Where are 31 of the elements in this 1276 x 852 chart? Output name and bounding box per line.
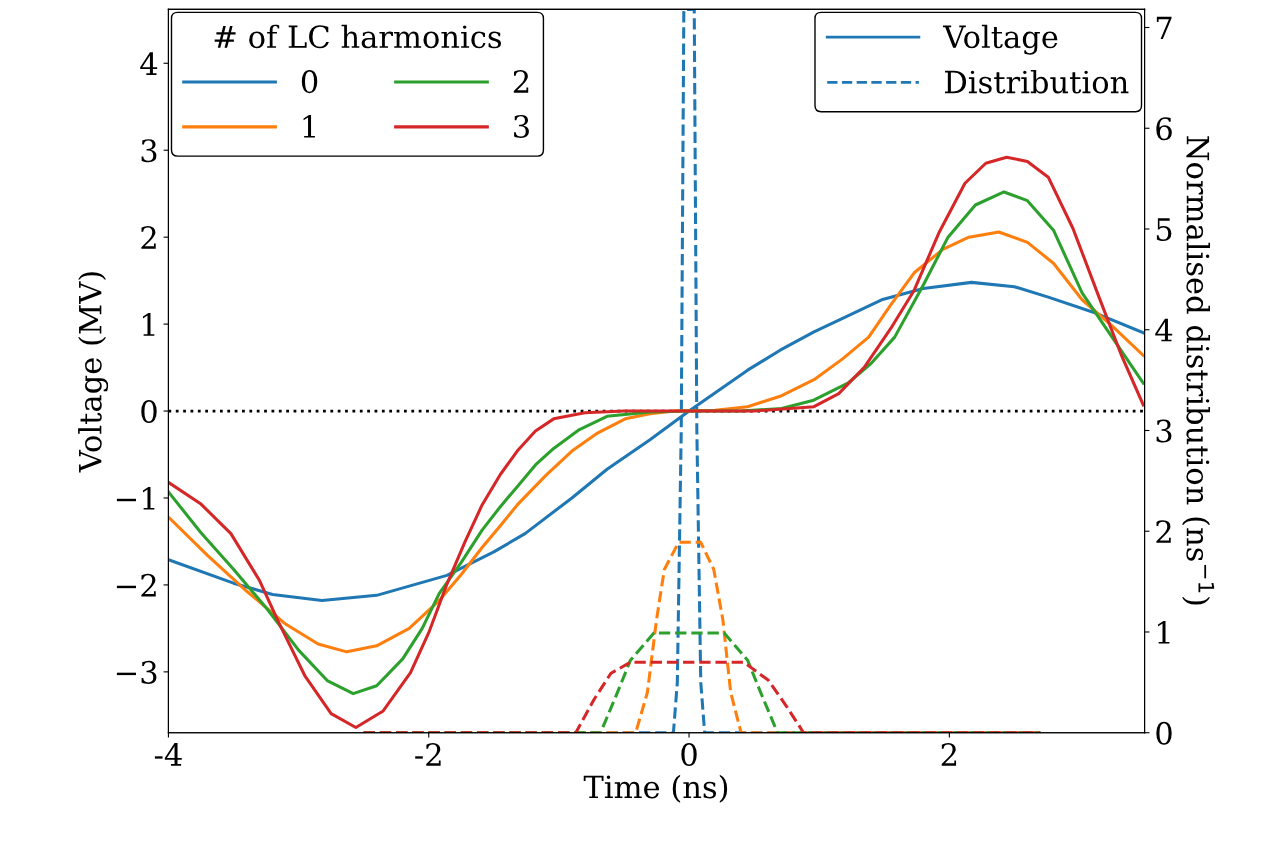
y-tick-label: 2: [141, 226, 156, 249]
legend-title: # of LC harmonics: [214, 24, 502, 49]
y-tick-label: 0: [141, 399, 157, 424]
line-series: [362, 660, 1042, 733]
y2-axis-title: Normalised distribution (ns$^{−1}$): [1182, 136, 1215, 605]
x-axis-title: Time (ns): [583, 774, 728, 803]
y-tick-label: −1: [116, 486, 155, 510]
annotation: Distribution: [945, 69, 1129, 94]
y2-tick-label: 7: [1156, 16, 1172, 40]
legend-label: 0: [301, 70, 318, 94]
y-tick-label: −3: [116, 660, 157, 684]
y2-tick-label: 3: [1156, 419, 1172, 443]
legend-label: 2: [513, 70, 529, 93]
y-tick-label: 1: [143, 313, 155, 336]
y2-tick-label: 4: [1155, 318, 1173, 342]
legend-label: 3: [514, 114, 529, 138]
legend-label: 1: [303, 114, 315, 138]
y-tick-label: −2: [116, 573, 156, 597]
annotation: Voltage: [943, 24, 1058, 55]
y2-tick-label: 5: [1156, 218, 1172, 242]
x-tick-label: -4: [154, 742, 182, 766]
x-tick-label: -2: [415, 742, 441, 766]
y-tick-label: 4: [140, 52, 158, 75]
y2-tick-label: 6: [1156, 117, 1172, 141]
y-tick-label: 3: [141, 139, 157, 163]
y2-tick-label: 1: [1158, 620, 1170, 644]
x-tick-label: 0: [681, 742, 697, 767]
y-axis-title: Voltage (MV): [78, 272, 109, 473]
y2-tick-label: 0: [1156, 721, 1172, 745]
y2-tick-label: 2: [1156, 520, 1171, 543]
x-tick-label: 2: [941, 742, 957, 766]
